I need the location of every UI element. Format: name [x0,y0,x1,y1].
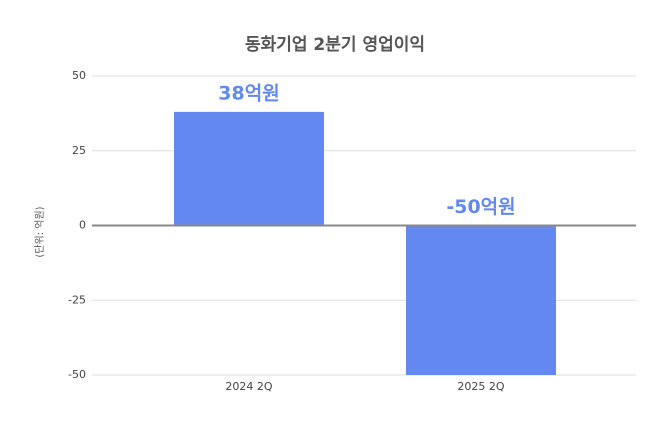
y-tick-label: 0 [79,219,86,232]
y-axis-label: (단위: 억원) [33,206,46,257]
bar [174,111,324,226]
y-tick-label: 25 [72,144,86,157]
y-tick-label: 50 [72,69,86,82]
bar [406,225,556,375]
x-tick-label: 2024 2Q [225,380,272,393]
value-label: -50억원 [446,196,515,218]
value-label: 38억원 [218,82,279,104]
x-tick-label: 2025 2Q [457,380,504,393]
chart-title: 동화기업 2분기 영업이익 [245,35,425,55]
y-tick-label: -50 [68,368,86,381]
y-tick-label: -25 [68,293,86,306]
